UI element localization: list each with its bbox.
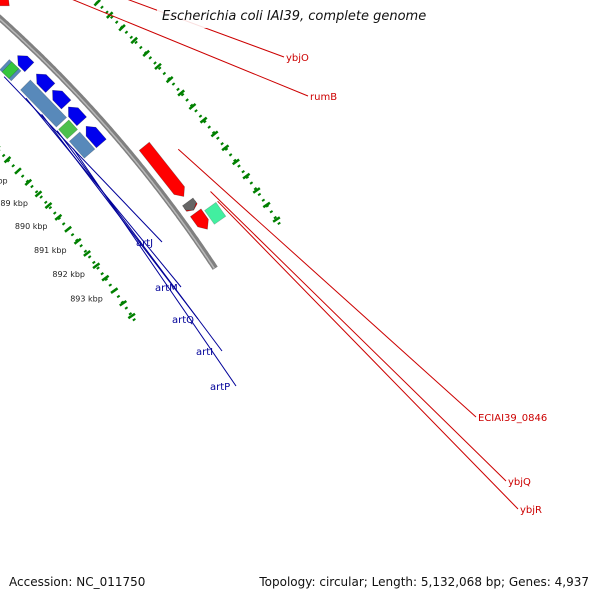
gene-label-rumB: rumB [310,92,337,103]
tick-mark [34,190,43,198]
gene-label-artJ: artJ [136,238,153,249]
tick-mark [165,76,174,84]
reverse-gene-band [58,119,79,140]
outer-tick-ring [92,0,282,227]
tick-mark [54,213,63,221]
tick-mark [101,274,110,282]
kbp-label-layer: 881 kbp882 kbp883 kbp884 kbp885 kbp886 k… [0,176,103,304]
tick-layer [0,0,282,322]
tick-mark [177,89,186,97]
tick-mark [3,156,12,164]
feature-layer [0,0,227,230]
gene-callout-line-artI [56,130,223,352]
reverse-gene-band [20,79,68,128]
reverse-cds-arrow [52,89,72,110]
tick-mark [154,62,162,71]
tick-mark [188,102,197,110]
gene-label-ybjO: ybjO [286,53,309,64]
gene-label-artP: artP [210,382,230,393]
gene-label-ybjQ: ybjQ [508,477,531,488]
gene-callout-line-ybjR [217,200,519,510]
tick-mark [44,202,53,210]
tick-mark [130,36,138,45]
reverse-cds-arrow [17,55,35,73]
gene-callout-line-ybjQ [210,191,507,482]
reverse-gene-band [1,61,20,80]
reverse-cds-arrow [68,106,87,127]
tick-mark [73,237,82,245]
tick-mark [252,187,261,194]
reverse-cds-arrow [85,125,107,149]
kbp-label-891: 891 kbp [34,246,67,255]
tick-mark [272,216,281,223]
tick-mark [93,0,101,7]
gene-callout-line-ECIAI39_0846 [177,148,477,418]
kbp-label-889: 889 kbp [0,199,28,208]
tick-mark [231,158,240,166]
reverse-gene-band [68,131,96,159]
tick-mark [199,116,208,124]
forward-cds-arrow [138,141,185,197]
forward-gene-band [204,201,227,225]
kbp-label-890: 890 kbp [15,222,48,231]
topology-label: Topology: circular; Length: 5,132,068 bp… [256,572,592,592]
tick-mark [118,24,126,32]
gene-label-artM: artM [155,283,178,294]
tick-mark [110,287,119,294]
tick-mark [119,299,128,307]
gene-label-artI: artI [196,347,213,358]
accession-label: Accession: NC_011750 [6,572,149,592]
tick-mark [262,201,271,209]
reverse-cds-arrow [36,73,56,93]
tick-mark [127,312,136,320]
kbp-label-892: 892 kbp [52,270,85,279]
gene-label-ECIAI39_0846: ECIAI39_0846 [478,413,547,424]
forward-cds-arrow [0,0,10,7]
gene-label-ybjR: ybjR [520,505,542,516]
kbp-label-888: 888 kbp [0,176,8,185]
tick-mark [14,167,22,175]
kbp-label-893: 893 kbp [70,295,103,304]
tick-mark [64,225,72,233]
tick-mark [92,262,101,270]
genome-backbone-highlight [0,18,215,269]
tick-mark [210,130,219,138]
backbone-layer [0,14,218,270]
forward-cds-arrow [189,208,209,230]
gene-callout-line-rumB [72,0,309,97]
forward-cds-arrow [182,197,197,211]
tick-mark [24,178,33,186]
map-title: Escherichia coli IAI39, complete genome [157,6,432,28]
gene-label-layer: ybjO rumB ECIAI39_0846 ybjQ ybjR artJ artM artQ… [3,0,547,516]
gene-label-artQ: artQ [172,315,194,326]
tick-mark [142,49,150,57]
gene-callout-line-ybjO [127,0,285,58]
tick-mark [221,144,230,152]
tick-mark [83,250,91,257]
gene-callout-line-artP [72,148,237,387]
tick-mark [242,172,251,180]
